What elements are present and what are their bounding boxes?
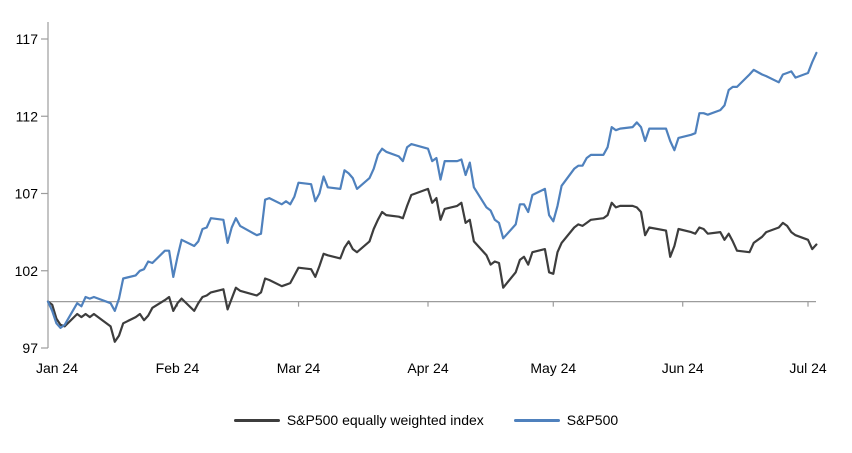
x-axis-tick-label: Apr 24 xyxy=(407,360,448,376)
legend-label-sp500: S&P500 xyxy=(566,412,619,428)
x-axis-tick-label: Jan 24 xyxy=(36,360,78,376)
y-axis-tick-label: 97 xyxy=(22,340,38,356)
legend-line-swatch-equal-weight xyxy=(233,418,280,422)
y-axis-tick-label: 107 xyxy=(15,186,39,202)
legend-item-sp500: S&P500 xyxy=(513,412,619,428)
y-axis-tick-label: 117 xyxy=(16,31,39,47)
legend-item-equal-weight: S&P500 equally weighted index xyxy=(233,412,484,428)
series-line-equal-weight xyxy=(46,187,818,343)
y-axis-tick-label: 102 xyxy=(15,263,39,279)
x-axis-tick-label: Feb 24 xyxy=(156,360,200,376)
chart-legend: S&P500 equally weighted index S&P500 xyxy=(0,412,852,428)
y-axis-tick-label: 112 xyxy=(16,108,39,124)
line-chart: 97 102 107 112 117 Jan 24 Feb 24 Mar 24 Apr 24 Ma… xyxy=(15,22,827,376)
x-axis-tick-label: Mar 24 xyxy=(277,360,321,376)
legend-line-swatch-sp500 xyxy=(513,418,560,422)
x-axis-tick-label: May 24 xyxy=(530,360,576,376)
legend-label-equal-weight: S&P500 equally weighted index xyxy=(286,412,484,428)
x-axis-tick-label: Jul 24 xyxy=(789,360,827,376)
series-line-sp500 xyxy=(46,51,818,329)
x-axis-tick-label: Jun 24 xyxy=(662,360,704,376)
